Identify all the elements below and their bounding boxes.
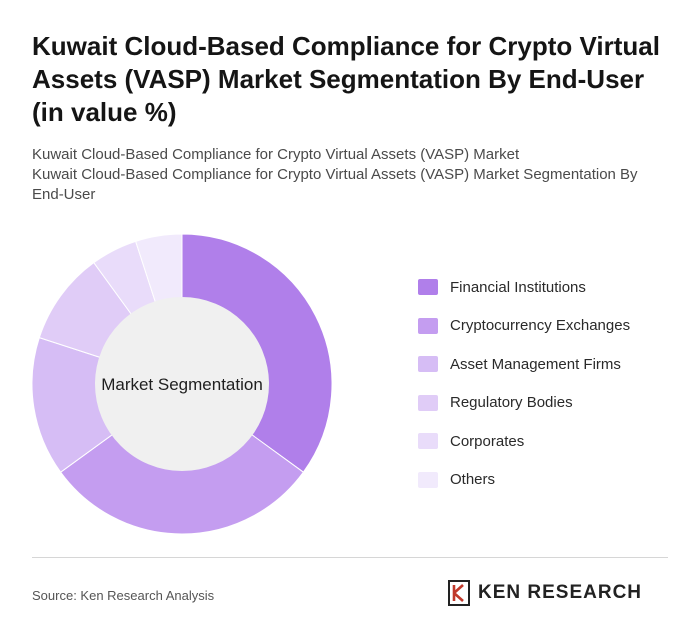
legend-label: Asset Management Firms	[450, 355, 621, 373]
legend-label: Others	[450, 471, 496, 488]
legend-swatch	[418, 433, 438, 449]
legend-label: Corporates	[450, 432, 525, 450]
legend-item-financial-institutions: Financial Institutions	[418, 276, 688, 298]
legend-item-regulatory-bodies: Regulatory Bodies	[418, 392, 688, 414]
legend-item-cryptocurrency-exchanges: Cryptocurrency Exchanges	[418, 315, 688, 337]
legend-swatch	[418, 356, 438, 372]
chart-title: Kuwait Cloud-Based Compliance for Crypto…	[32, 31, 660, 127]
brand-name: KEN RESEARCH	[478, 582, 643, 603]
ken-research-logo-icon	[448, 580, 470, 606]
chart-subtitle: Kuwait Cloud-Based Compliance for Crypto…	[32, 145, 672, 205]
legend-swatch	[418, 471, 438, 488]
donut-chart: Market Segmentation	[31, 233, 333, 535]
subtitle-line-2: Kuwait Cloud-Based Compliance for Crypto…	[32, 166, 638, 203]
legend-label: Financial Institutions	[450, 278, 586, 296]
chart-legend: Financial Institutions Cryptocurrency Exc…	[418, 276, 688, 507]
donut-center	[95, 297, 269, 471]
brand-logo: KEN RESEARCH	[448, 580, 642, 606]
center-label: Market Segmentation	[101, 375, 263, 394]
legend-swatch	[418, 317, 438, 334]
legend-label: Regulatory Bodies	[450, 394, 573, 411]
legend-item-others: Others	[418, 469, 688, 491]
source-note: Source: Ken Research Analysis	[32, 588, 215, 603]
subtitle-line-1: Kuwait Cloud-Based Compliance for Crypto…	[32, 146, 520, 163]
legend-swatch	[418, 279, 438, 295]
footer-divider	[32, 557, 668, 558]
legend-item-corporates: Corporates	[418, 430, 688, 452]
legend-item-asset-management-firms: Asset Management Firms	[418, 353, 688, 375]
legend-label: Cryptocurrency Exchanges	[450, 317, 631, 334]
legend-swatch	[418, 394, 438, 411]
